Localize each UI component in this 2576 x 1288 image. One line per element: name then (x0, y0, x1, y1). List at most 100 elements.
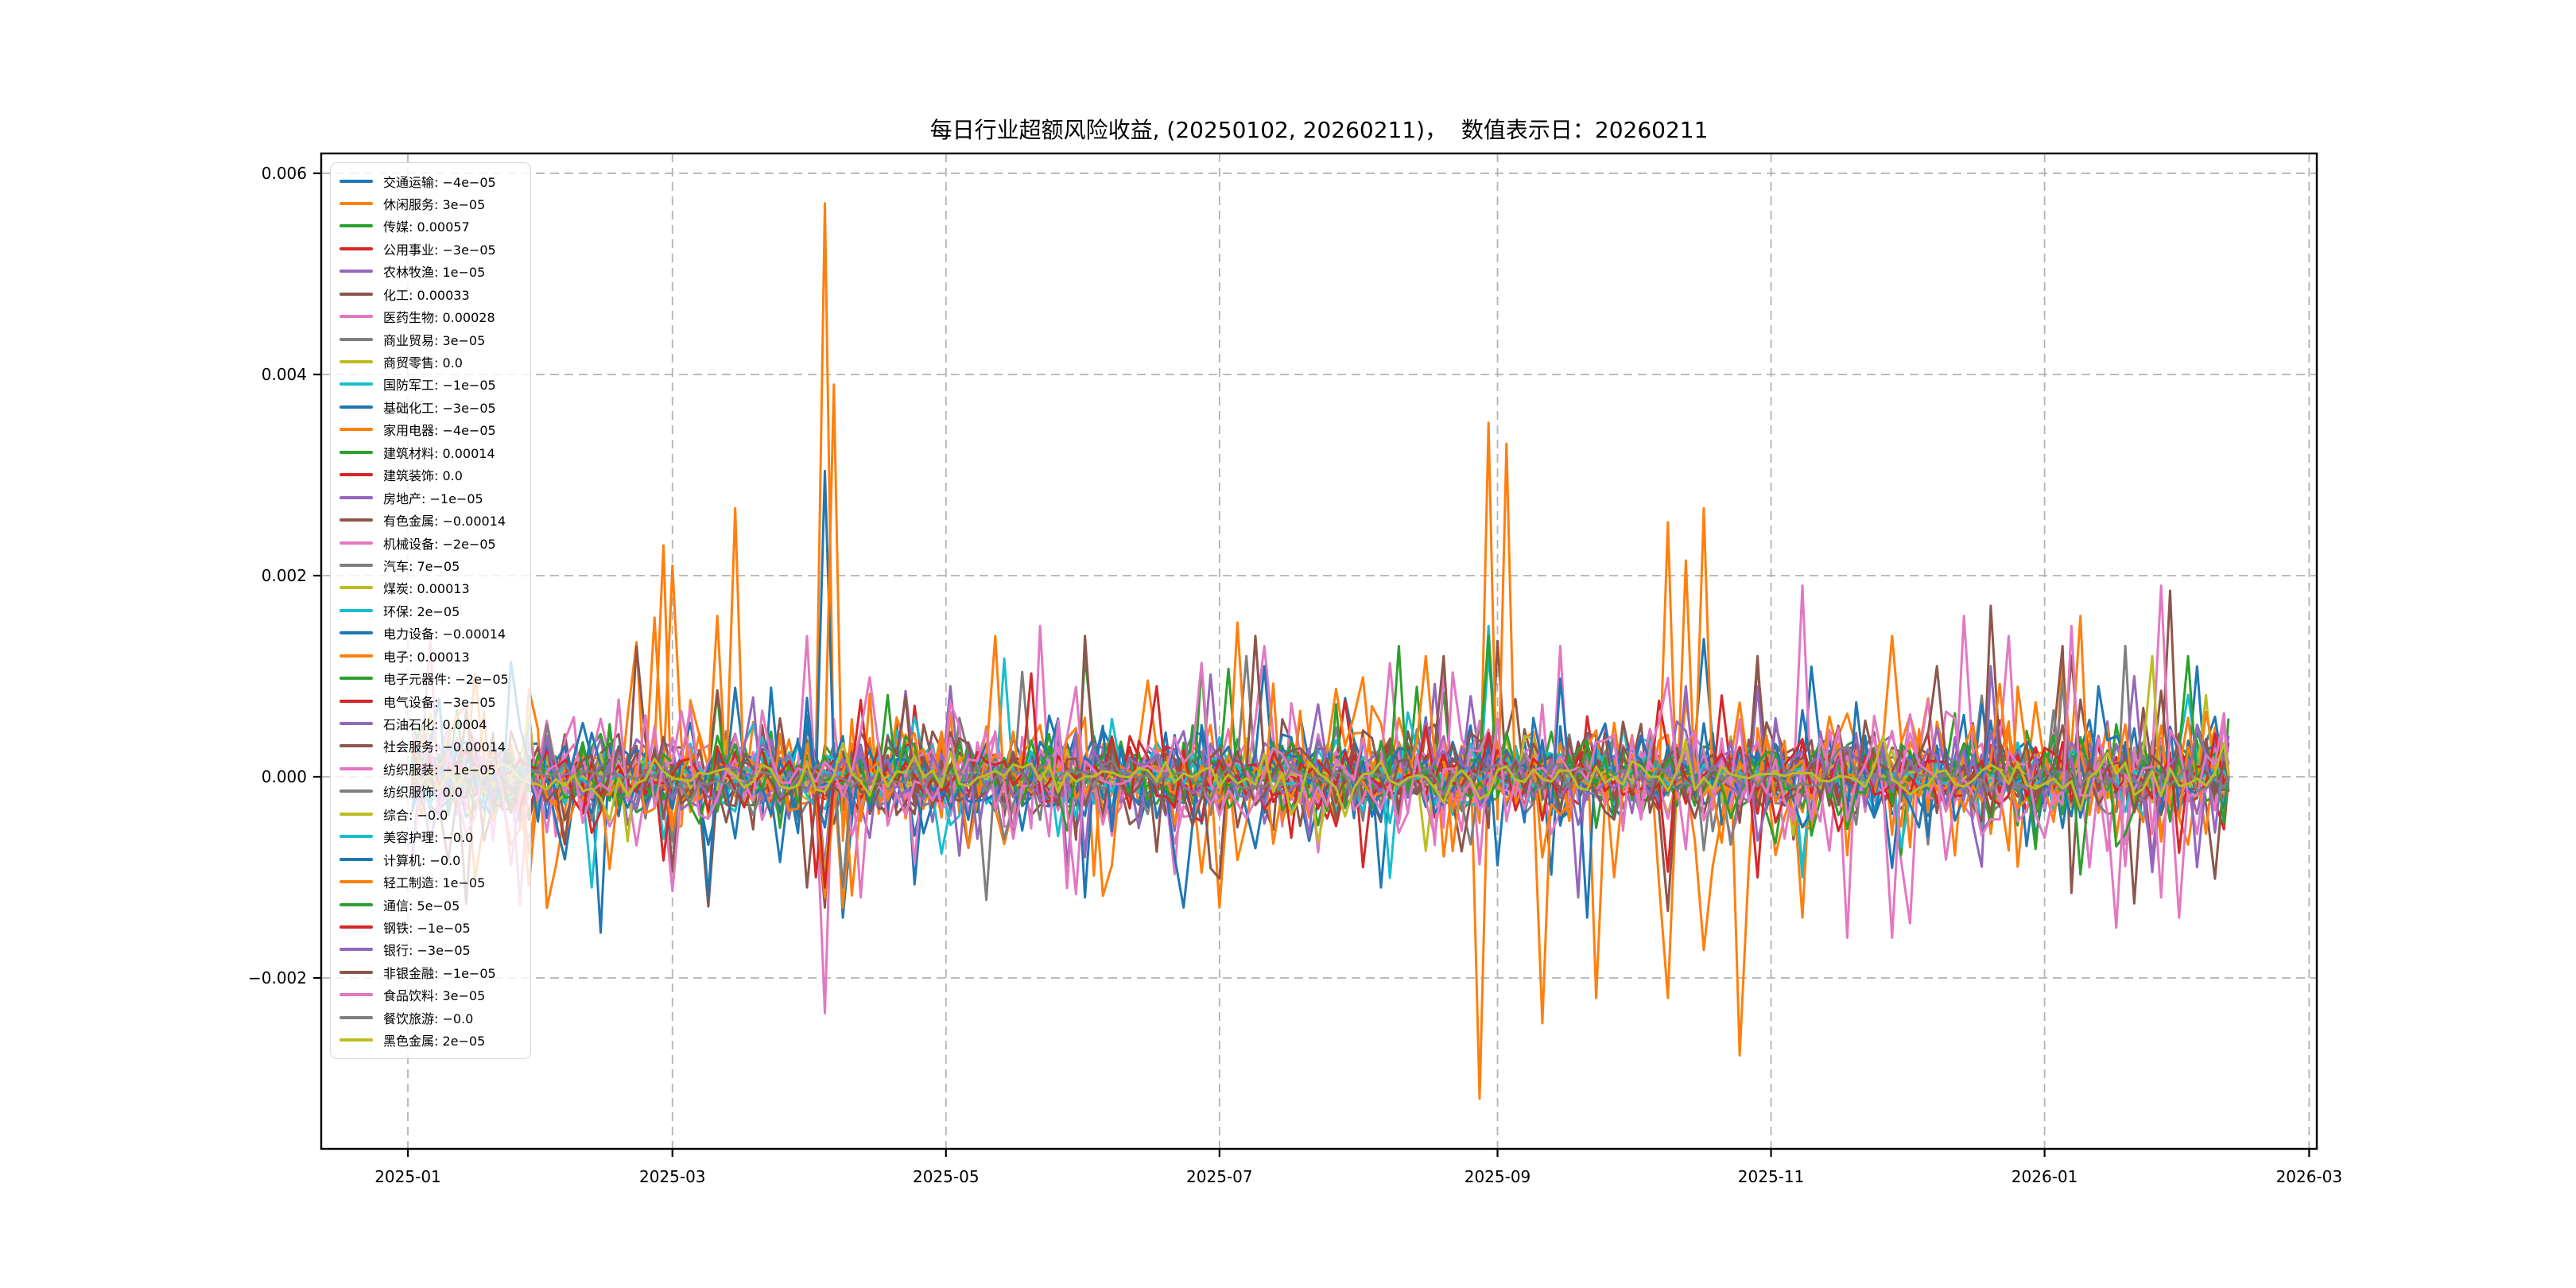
legend-line-swatch (339, 270, 373, 274)
series-line (411, 202, 2230, 1100)
series-line (411, 734, 2230, 822)
legend-line-swatch (339, 993, 373, 997)
legend-item: 电子: 0.00013 (331, 645, 530, 666)
legend-item: 综合: −0.0 (331, 803, 530, 824)
legend-item: 纺织服饰: 0.0 (331, 781, 530, 802)
legend: 交通运输: −4e−05 休闲服务: 3e−05 传媒: 0.00057 公用事业: … (330, 162, 531, 1059)
legend-item: 环保: 2e−05 (331, 599, 530, 621)
legend-line-swatch (339, 608, 373, 612)
y-tick-label: 0.006 (262, 164, 307, 183)
legend-label: 房地产: −1e−05 (383, 491, 483, 506)
legend-line-swatch (339, 812, 373, 816)
y-tick-label: −0.002 (248, 968, 307, 987)
legend-label: 非银金融: −1e−05 (383, 965, 496, 981)
legend-label: 美容护理: −0.0 (383, 830, 474, 846)
legend-label: 汽车: 7e−05 (383, 558, 460, 574)
x-tick-label: 2025-07 (1186, 1167, 1253, 1186)
x-tick-label: 2025-01 (374, 1167, 441, 1186)
legend-item: 社会服务: −0.00014 (331, 735, 530, 757)
legend-item: 交通运输: −4e−05 (331, 170, 530, 192)
legend-label: 建筑材料: 0.00014 (383, 445, 495, 461)
legend-item: 通信: 5e−05 (331, 894, 530, 915)
y-tick-label: 0.004 (262, 365, 307, 384)
legend-line-swatch (339, 292, 373, 296)
legend-item: 钢铁: −1e−05 (331, 916, 530, 937)
legend-label: 休闲服务: 3e−05 (383, 196, 486, 212)
legend-label: 钢铁: −1e−05 (383, 920, 471, 936)
legend-item: 银行: −3e−05 (331, 939, 530, 960)
legend-item: 黑色金属: 2e−05 (331, 1030, 530, 1051)
legend-item: 餐饮旅游: −0.0 (331, 1007, 530, 1028)
legend-label: 家用电器: −4e−05 (383, 423, 496, 439)
legend-item: 基础化工: −3e−05 (331, 396, 530, 417)
legend-line-swatch (339, 677, 373, 681)
legend-line-swatch (339, 450, 373, 454)
legend-line-swatch (339, 563, 373, 567)
legend-label: 轻工制造: 1e−05 (383, 875, 486, 891)
legend-label: 公用事业: −3e−05 (383, 242, 496, 258)
legend-label: 医药生物: 0.00028 (383, 310, 495, 326)
legend-line-swatch (339, 495, 373, 499)
legend-label: 农林牧渔: 1e−05 (383, 265, 486, 281)
legend-item: 商业贸易: 3e−05 (331, 328, 530, 350)
legend-item: 化工: 0.00033 (331, 283, 530, 305)
legend-label: 银行: −3e−05 (383, 943, 471, 959)
legend-line-swatch (339, 789, 373, 793)
legend-line-swatch (339, 360, 373, 363)
x-tick-label: 2026-03 (2276, 1167, 2343, 1186)
legend-item: 建筑装饰: 0.0 (331, 464, 530, 486)
legend-label: 国防军工: −1e−05 (383, 378, 496, 394)
legend-label: 交通运输: −4e−05 (383, 174, 496, 190)
legend-item: 非银金融: −1e−05 (331, 961, 530, 983)
legend-label: 电子元器件: −2e−05 (383, 672, 509, 688)
x-tick-label: 2026-01 (2012, 1167, 2078, 1186)
legend-item: 国防军工: −1e−05 (331, 374, 530, 395)
legend-line-swatch (339, 699, 373, 703)
legend-label: 计算机: −0.0 (383, 852, 461, 868)
legend-line-swatch (339, 948, 373, 952)
legend-line-swatch (339, 586, 373, 590)
legend-line-swatch (339, 857, 373, 861)
series-line (411, 665, 2230, 889)
legend-line-swatch (339, 902, 373, 906)
legend-line-swatch (339, 1038, 373, 1042)
legend-label: 通信: 5e−05 (383, 898, 460, 914)
legend-item: 医药生物: 0.00028 (331, 306, 530, 328)
legend-item: 机械设备: −2e−05 (331, 532, 530, 553)
legend-line-swatch (339, 246, 373, 250)
legend-line-swatch (339, 382, 373, 386)
legend-label: 电气设备: −3e−05 (383, 694, 496, 710)
legend-item: 电气设备: −3e−05 (331, 690, 530, 712)
legend-line-swatch (339, 541, 373, 545)
legend-line-swatch (339, 201, 373, 205)
y-tick-label: 0.002 (262, 566, 307, 585)
legend-line-swatch (339, 224, 373, 228)
legend-item: 商贸零售: 0.0 (331, 351, 530, 373)
x-tick-label: 2025-11 (1738, 1167, 1805, 1186)
legend-label: 食品饮料: 3e−05 (383, 988, 486, 1004)
legend-line-swatch (339, 428, 373, 432)
legend-line-swatch (339, 405, 373, 409)
grid (321, 153, 2317, 1149)
legend-label: 社会服务: −0.00014 (383, 739, 506, 755)
axis-ticks: 2025-01 2025-03 2025-05 2025-07 2025-09 2025-… (248, 164, 2342, 1186)
legend-item: 纺织服装: −1e−05 (331, 758, 530, 779)
legend-item: 电力设备: −0.00014 (331, 623, 530, 644)
legend-line-swatch (339, 970, 373, 974)
legend-line-swatch (339, 631, 373, 635)
legend-item: 电子元器件: −2e−05 (331, 668, 530, 689)
legend-label: 商业贸易: 3e−05 (383, 332, 486, 348)
legend-item: 煤炭: 0.00013 (331, 577, 530, 599)
legend-label: 综合: −0.0 (383, 807, 448, 823)
chart-title: 每日行业超额风险收益, (20250102, 20260211)， 数值表示日：… (929, 117, 1709, 143)
legend-label: 纺织服装: −1e−05 (383, 762, 496, 778)
legend-label: 商贸零售: 0.0 (383, 355, 463, 370)
legend-line-swatch (339, 744, 373, 748)
legend-item: 传媒: 0.00057 (331, 215, 530, 237)
legend-item: 有色金属: −0.00014 (331, 510, 530, 531)
y-tick-label: 0.000 (262, 767, 307, 786)
legend-item: 农林牧渔: 1e−05 (331, 261, 530, 282)
legend-label: 建筑装饰: 0.0 (383, 468, 463, 484)
